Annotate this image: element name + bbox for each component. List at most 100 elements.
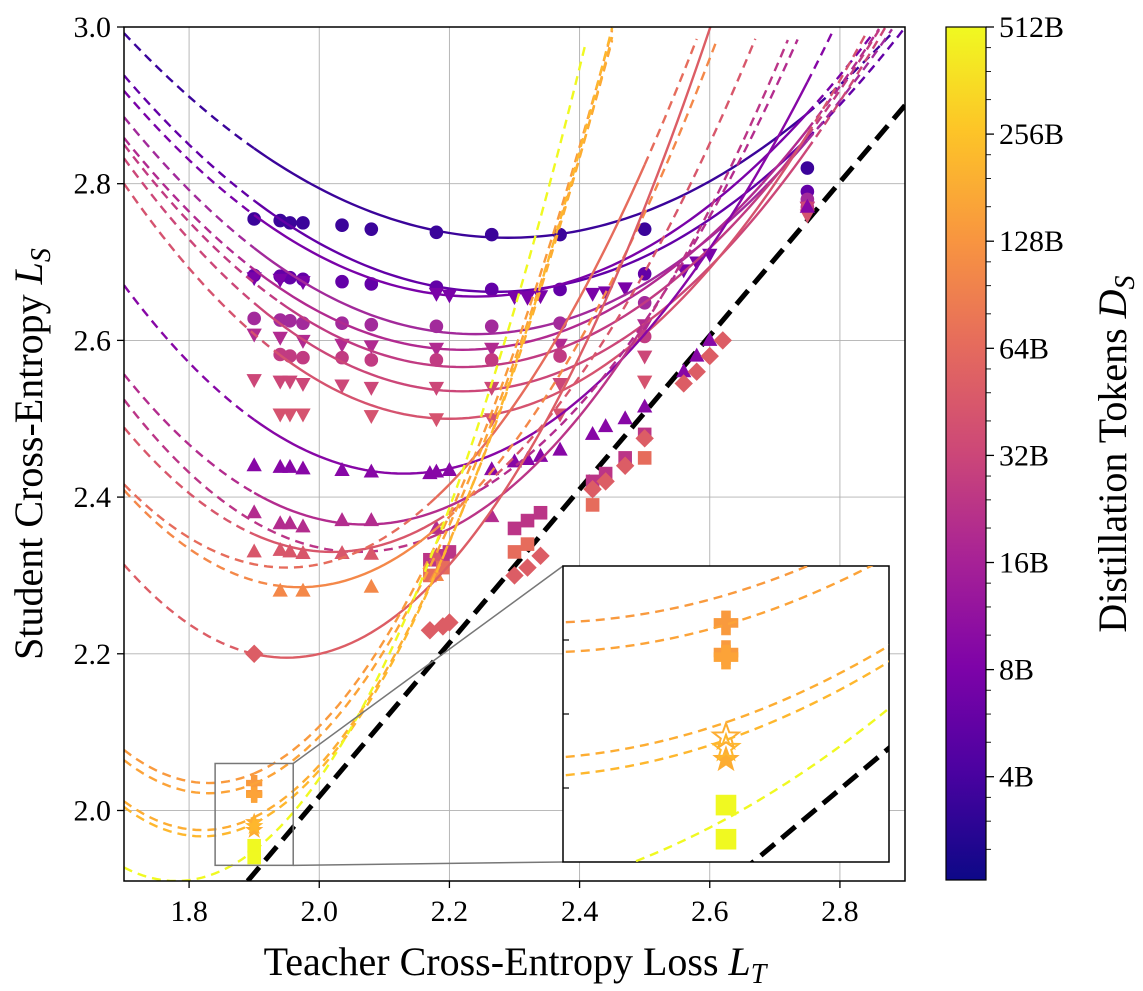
- data-point: [484, 227, 499, 242]
- data-point: [246, 457, 262, 472]
- series-triangle-up: [124, 38, 757, 562]
- data-point: [295, 582, 311, 597]
- fit-curve-extrapolated: [806, 33, 874, 114]
- colorbar-tick-label: 16B: [999, 547, 1049, 580]
- colorbar-title-subscript: S: [1110, 275, 1141, 289]
- zoom-region-box: [214, 762, 294, 867]
- data-point: [583, 480, 602, 499]
- data-point: [441, 462, 458, 476]
- data-point: [428, 463, 445, 478]
- data-point: [617, 282, 633, 297]
- data-point: [244, 816, 264, 834]
- data-point: [615, 456, 635, 475]
- data-point: [335, 274, 349, 289]
- fit-curve: [253, 128, 809, 352]
- data-point: [363, 463, 379, 478]
- y-tick-label: 3.0: [74, 11, 112, 44]
- data-point: [296, 216, 310, 230]
- data-point: [440, 613, 459, 632]
- data-point: [617, 410, 633, 425]
- data-point: [700, 346, 719, 366]
- data-point: [484, 319, 499, 334]
- data-point: [505, 566, 524, 585]
- fit-curve: [429, 164, 646, 505]
- data-point: [296, 350, 310, 365]
- colorbar-ticks: 4B 8B 16B 32B 64B 128B 256B 512B: [986, 11, 1064, 850]
- data-point: [247, 850, 261, 865]
- x-tick-label: 2.6: [691, 895, 729, 928]
- x-axis-title-text: Teacher Cross-Entropy Loss: [264, 939, 729, 984]
- x-tick-label: 2.0: [301, 895, 339, 928]
- y-tick-label: 2.8: [74, 168, 112, 201]
- fit-curve-extrapolated: [806, 28, 893, 142]
- inset-data-point: [713, 644, 739, 670]
- data-point: [282, 408, 298, 423]
- x-axis-title-subscript: T: [751, 959, 769, 990]
- data-point: [295, 377, 311, 392]
- data-point: [247, 311, 261, 326]
- data-point: [282, 515, 298, 530]
- fit-curve-extrapolated: [806, 27, 905, 140]
- data-point: [246, 374, 262, 388]
- data-point: [272, 582, 288, 597]
- fit-curve-extrapolated: [124, 426, 255, 536]
- data-point: [282, 458, 298, 473]
- inset-fit-curve: [563, 566, 874, 654]
- fit-curve-extrapolated: [124, 398, 431, 554]
- data-point: [584, 425, 601, 440]
- data-point: [428, 413, 445, 428]
- inset-data-point: [712, 745, 740, 772]
- data-point: [272, 375, 288, 390]
- fit-curve-extrapolated: [124, 373, 255, 494]
- fit-curve-extrapolated: [124, 563, 255, 656]
- fit-curve: [279, 135, 809, 369]
- zoom-connector: [292, 565, 564, 765]
- data-point: [484, 282, 499, 297]
- y-axis-title-subscript: S: [26, 248, 57, 262]
- data-point: [531, 546, 550, 566]
- data-point: [428, 381, 445, 396]
- data-point: [596, 472, 615, 491]
- data-point: [484, 342, 500, 357]
- colorbar-tick-label: 8B: [999, 654, 1034, 687]
- fit-curve-extrapolated: [491, 38, 799, 484]
- data-point: [334, 462, 350, 476]
- y-tick-label: 2.6: [74, 324, 112, 357]
- colorbar-tick-label: 4B: [999, 761, 1034, 794]
- data-point: [689, 347, 705, 362]
- colorbar-title-text: Distillation Tokens: [1090, 318, 1135, 632]
- data-point: [364, 222, 379, 236]
- data-point: [484, 461, 500, 476]
- colorbar-tick-label: 256B: [999, 118, 1064, 151]
- series-circle: [124, 29, 880, 369]
- data-point: [272, 541, 288, 556]
- data-point: [553, 349, 567, 363]
- data-point: [246, 543, 262, 558]
- data-point: [800, 161, 815, 175]
- data-point: [597, 418, 614, 433]
- fit-curve-extrapolated: [124, 90, 255, 216]
- data-point: [272, 458, 288, 473]
- inset-data-point: [710, 720, 742, 751]
- data-point: [335, 218, 349, 233]
- data-point: [363, 340, 379, 355]
- series-star: [124, 27, 614, 838]
- fit-curve-extrapolated: [124, 483, 431, 569]
- inset-identity-line: [749, 744, 889, 862]
- data-point: [687, 362, 706, 381]
- fit-curve-extrapolated: [806, 32, 893, 115]
- inset-data-point: [710, 731, 742, 762]
- data-point: [637, 375, 653, 390]
- data-point: [429, 353, 444, 367]
- plot-frame: [123, 26, 906, 882]
- zoom-connector: [293, 861, 564, 867]
- y-tick-label: 2.0: [74, 794, 112, 827]
- series-layer: [124, 27, 905, 881]
- data-point: [584, 287, 601, 302]
- series-diamond: [124, 27, 732, 663]
- fit-curve-extrapolated: [253, 27, 614, 825]
- x-tick-label: 2.2: [431, 895, 469, 928]
- fit-curve-extrapolated: [124, 74, 255, 202]
- data-point: [428, 342, 445, 357]
